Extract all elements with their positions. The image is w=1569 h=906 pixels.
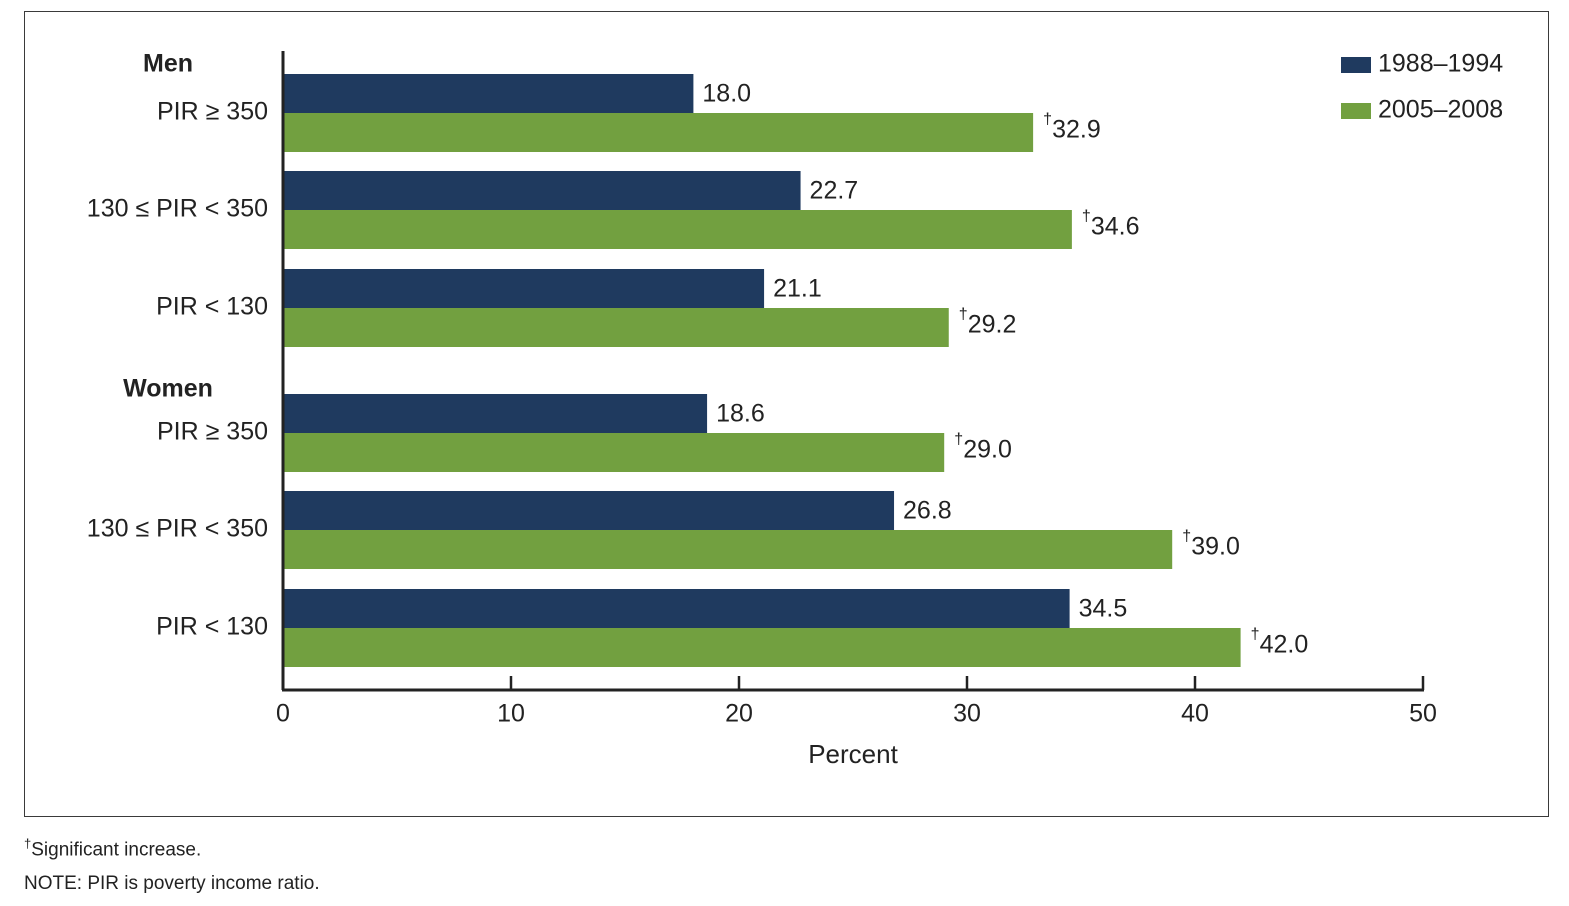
bar-series-2 <box>283 433 945 472</box>
legend-swatch-series-1 <box>1341 57 1371 73</box>
x-tick-label: 10 <box>497 700 525 728</box>
significance-marker: † <box>1251 626 1260 643</box>
bar-series-1 <box>283 589 1070 628</box>
x-tick-label: 50 <box>1409 700 1437 728</box>
category-label: PIR < 130 <box>156 613 268 641</box>
bar-series-1 <box>283 171 801 210</box>
bar-series-2 <box>283 530 1173 569</box>
bar-series-2 <box>283 308 949 347</box>
x-tick-label: 30 <box>953 700 981 728</box>
footnote-significant-text: Significant increase. <box>31 839 202 861</box>
data-label: 29.2 <box>968 311 1017 339</box>
data-label: 18.6 <box>716 400 765 428</box>
bar-series-2 <box>283 628 1241 667</box>
category-label: PIR < 130 <box>156 293 268 321</box>
footnote-marker: † <box>24 836 32 851</box>
bar-series-1 <box>283 491 895 530</box>
data-label: 18.0 <box>702 80 751 108</box>
significance-marker: † <box>954 431 963 448</box>
data-label: 39.0 <box>1191 533 1240 561</box>
footnote-significant: †Significant increase. <box>24 836 201 861</box>
significance-marker: † <box>1182 528 1191 545</box>
data-label: 22.7 <box>810 177 859 205</box>
significance-marker: † <box>1082 208 1091 225</box>
chart-frame <box>24 11 1549 817</box>
legend: 1988–1994 2005–2008 <box>1341 50 1503 124</box>
category-label: 130 ≤ PIR < 350 <box>87 195 268 223</box>
legend-label: 1988–1994 <box>1378 50 1503 78</box>
legend-label: 2005–2008 <box>1378 96 1503 124</box>
data-label: 21.1 <box>773 275 822 303</box>
data-label: 42.0 <box>1260 631 1309 659</box>
bar-series-2 <box>283 113 1034 152</box>
bar-series-1 <box>283 74 694 113</box>
x-axis-title: Percent <box>808 739 898 769</box>
data-label: 29.0 <box>963 436 1012 464</box>
footnote-note: NOTE: PIR is poverty income ratio. <box>24 873 320 894</box>
category-label: PIR ≥ 350 <box>157 98 268 126</box>
axis-layer: 0 10 20 30 40 50 Percent <box>276 51 1437 769</box>
category-label: 130 ≤ PIR < 350 <box>87 515 268 543</box>
data-label: 34.5 <box>1079 595 1128 623</box>
x-tick-label: 0 <box>276 700 290 728</box>
category-label: PIR ≥ 350 <box>157 418 268 446</box>
group-heading-1: Women <box>123 375 213 403</box>
bar-series-1 <box>283 269 765 308</box>
bar-series-1 <box>283 394 708 433</box>
legend-swatch-series-2 <box>1341 103 1371 119</box>
x-tick-label: 20 <box>725 700 753 728</box>
group-heading-0: Men <box>143 50 193 78</box>
x-tick-label: 40 <box>1181 700 1209 728</box>
significance-marker: † <box>1043 111 1052 128</box>
data-label: 34.6 <box>1091 213 1140 241</box>
significance-marker: † <box>959 306 968 323</box>
data-label: 32.9 <box>1052 116 1101 144</box>
data-label: 26.8 <box>903 497 952 525</box>
bars-layer <box>283 74 1241 667</box>
labels-layer: Men PIR ≥ 350 130 ≤ PIR < 350 PIR < 130 Wome… <box>87 50 1308 659</box>
bar-series-2 <box>283 210 1072 249</box>
